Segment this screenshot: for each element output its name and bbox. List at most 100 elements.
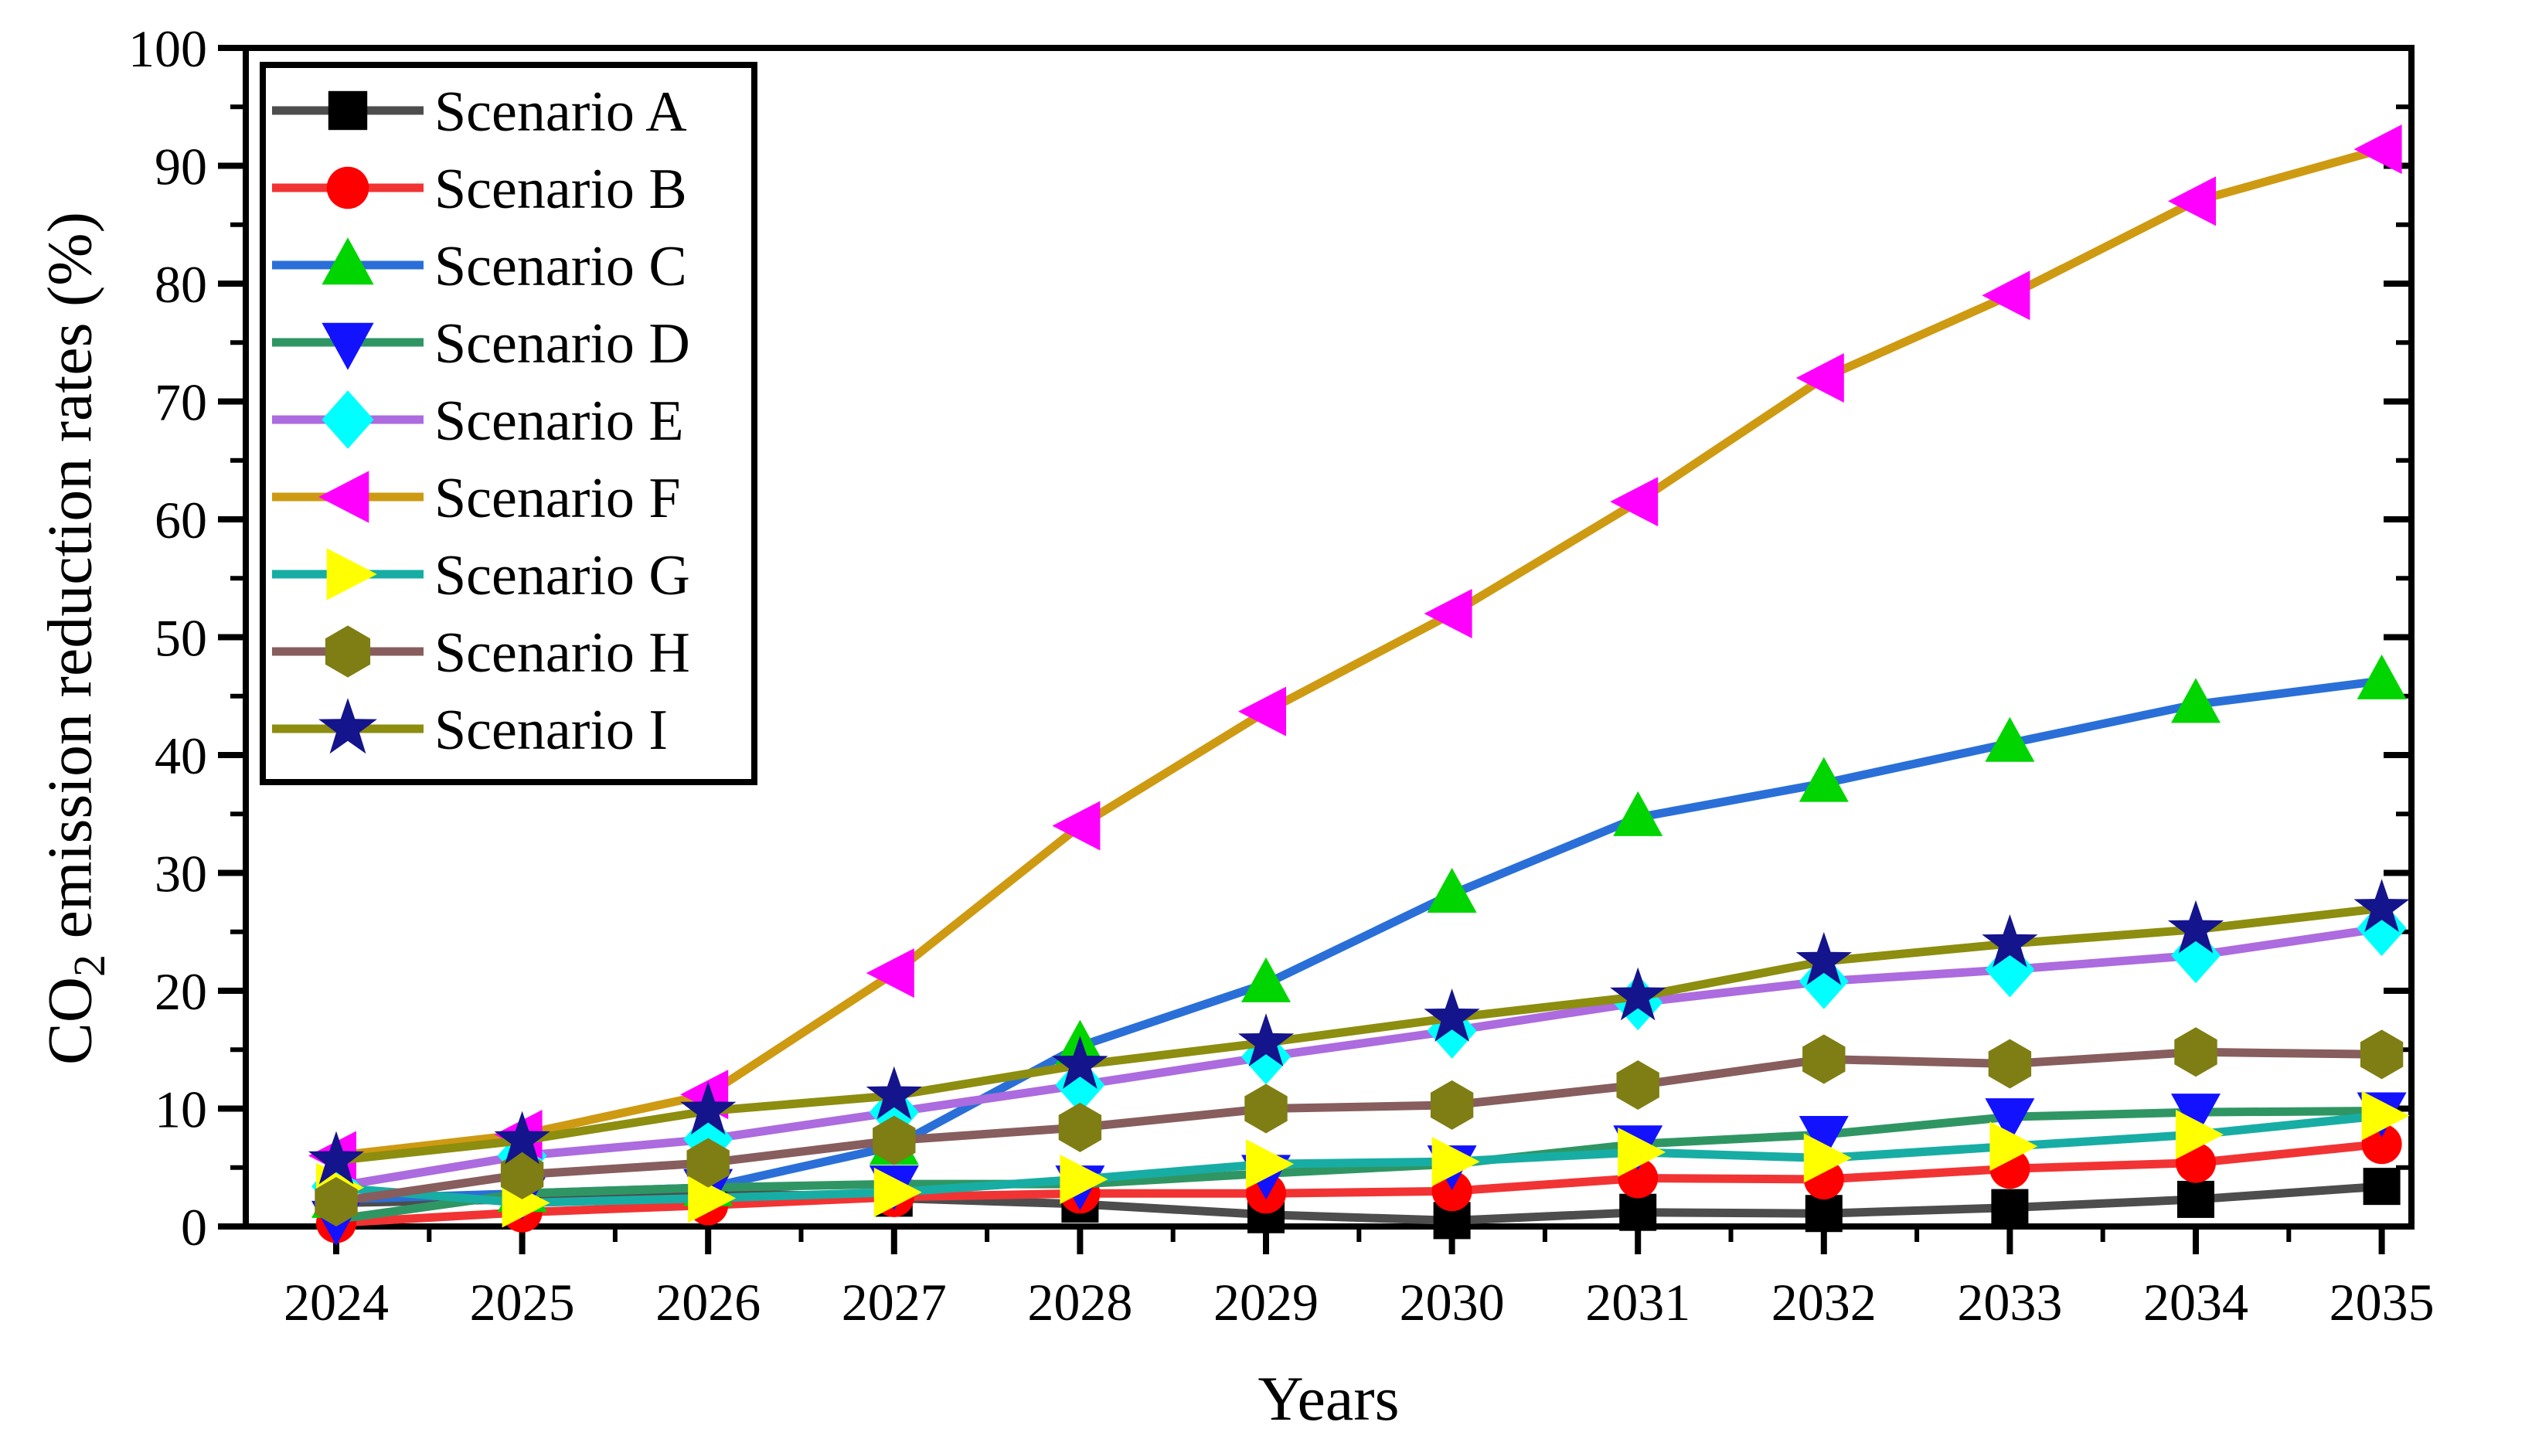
y-tick-label: 0 — [181, 1198, 207, 1257]
series-scenario-h-marker — [1058, 1102, 1102, 1152]
series-scenario-i-marker — [494, 1111, 550, 1165]
series-scenario-g-marker — [1618, 1127, 1666, 1177]
legend-marker-scenario-c — [322, 237, 374, 285]
series-scenario-h-marker — [2360, 1029, 2404, 1080]
series-scenario-i-marker — [866, 1066, 922, 1120]
series-scenario-h-marker — [1616, 1060, 1659, 1110]
legend-marker-scenario-e — [322, 390, 374, 449]
series-scenario-g-marker — [873, 1167, 922, 1217]
y-tick-label: 10 — [155, 1080, 207, 1139]
series-scenario-i-marker — [2167, 900, 2224, 954]
series-scenario-f-marker — [1795, 353, 1844, 403]
legend-marker-scenario-i — [318, 698, 377, 754]
x-tick-label: 2032 — [1771, 1273, 1877, 1332]
series-scenario-a-marker — [2177, 1180, 2214, 1218]
series-scenario-h-marker — [500, 1149, 544, 1199]
series-scenario-h-marker — [1430, 1080, 1474, 1130]
legend-marker-scenario-a — [328, 90, 368, 131]
x-tick-label: 2024 — [284, 1273, 389, 1332]
series-scenario-i-marker — [680, 1081, 737, 1135]
legend-label-scenario-f: Scenario F — [434, 467, 681, 530]
series-scenario-e-line — [332, 924, 2387, 1191]
legend-item-scenario-c: Scenario C — [272, 235, 687, 298]
series-scenario-g-marker — [2361, 1090, 2410, 1141]
x-tick-label: 2034 — [2143, 1273, 2248, 1332]
series-scenario-c-marker — [1613, 791, 1663, 836]
series-scenario-d-marker — [2171, 1094, 2221, 1139]
series-scenario-f-marker — [1238, 686, 1286, 737]
series-scenario-c-marker — [2171, 678, 2221, 723]
series-scenario-f-marker — [1982, 270, 2030, 321]
x-tick-label: 2028 — [1027, 1273, 1132, 1332]
series-scenario-g-line — [332, 1111, 2387, 1207]
series-scenario-i-marker — [1795, 931, 1852, 985]
y-axis-title-subscript: 2 — [63, 954, 114, 978]
legend-marker-scenario-h — [325, 625, 371, 678]
series-scenario-a-marker — [1805, 1195, 1843, 1233]
series-scenario-h-line — [332, 1047, 2387, 1206]
series-scenario-i-marker — [1237, 1013, 1295, 1066]
y-tick-label: 100 — [128, 19, 207, 78]
plot-frame — [243, 45, 2415, 1230]
series-scenario-h-marker — [315, 1176, 358, 1226]
series-scenario-i-marker — [308, 1131, 365, 1185]
series-scenario-g-marker — [1246, 1139, 1294, 1189]
series-scenario-a-marker — [1619, 1193, 1657, 1231]
legend-item-scenario-g: Scenario G — [272, 544, 690, 607]
series-scenario-i-marker — [2353, 879, 2410, 932]
series-scenario-h-marker — [686, 1138, 730, 1188]
legend-label-scenario-d: Scenario D — [434, 312, 690, 376]
series-scenario-h-marker — [2174, 1027, 2217, 1077]
series-scenario-i — [308, 879, 2410, 1185]
y-tick-label: 80 — [155, 255, 207, 314]
legend-marker-scenario-d — [322, 322, 374, 370]
x-axis-title: Years — [1257, 1363, 1400, 1434]
legend-label-scenario-c: Scenario C — [434, 235, 687, 298]
series-scenario-c-marker — [2357, 654, 2407, 699]
y-axis-title-prefix: CO — [34, 977, 105, 1065]
legend-marker-scenario-b — [326, 166, 369, 209]
series-scenario-e-marker — [2357, 900, 2407, 957]
legend-marker-scenario-f — [318, 471, 369, 523]
series-scenario-d-marker — [1985, 1098, 2035, 1144]
series-scenario-f-line — [332, 145, 2387, 1160]
x-tick-label: 2026 — [655, 1273, 761, 1332]
series-scenario-a-marker — [2363, 1168, 2401, 1206]
legend: Scenario A Scenario B Scenario C Scenario D… — [260, 62, 757, 785]
series-scenario-d-line — [332, 1107, 2387, 1224]
legend-label-scenario-e: Scenario E — [434, 390, 684, 453]
y-tick-label: 20 — [155, 962, 207, 1021]
series-scenario-a-line — [332, 1182, 2387, 1225]
series-scenario-f-marker — [1052, 801, 1101, 851]
legend-label-scenario-g: Scenario G — [434, 544, 690, 607]
series-scenario-h-marker — [1244, 1083, 1288, 1134]
series-scenario-h-marker — [1988, 1039, 2032, 1089]
series-scenario-g-marker — [1060, 1155, 1108, 1204]
series-scenario-i-line — [332, 903, 2387, 1165]
legend-label-scenario-a: Scenario A — [434, 80, 687, 144]
x-tick-label: 2035 — [2330, 1273, 2435, 1332]
legend-item-scenario-h: Scenario H — [272, 621, 690, 685]
series-scenario-g-marker — [1803, 1133, 1852, 1183]
y-tick-label: 90 — [155, 138, 207, 196]
x-tick-label: 2033 — [1957, 1273, 2062, 1332]
series-scenario-a-marker — [1991, 1189, 2029, 1226]
series-scenario-b-line — [332, 1139, 2387, 1227]
series-scenario-c-marker — [1427, 867, 1477, 913]
series-scenario-d-marker — [1799, 1116, 1849, 1162]
series-scenario-c-marker — [1985, 716, 2035, 762]
series-scenario-c-marker — [1241, 957, 1291, 1002]
legend-item-scenario-i: Scenario I — [272, 698, 668, 762]
series-scenario-g-marker — [1431, 1137, 1480, 1187]
y-axis-title: CO2 emission reduction rates (%) — [33, 49, 114, 1228]
series-scenario-i-marker — [1610, 967, 1666, 1021]
legend-item-scenario-b: Scenario B — [272, 158, 687, 221]
y-tick-label: 30 — [155, 845, 207, 903]
x-tick-label: 2025 — [470, 1273, 575, 1332]
y-tick-label: 40 — [155, 726, 207, 785]
legend-item-scenario-f: Scenario F — [272, 467, 681, 530]
legend-item-scenario-e: Scenario E — [272, 390, 684, 453]
x-tick-label: 2027 — [842, 1273, 947, 1332]
series-scenario-f-marker — [2353, 124, 2402, 175]
